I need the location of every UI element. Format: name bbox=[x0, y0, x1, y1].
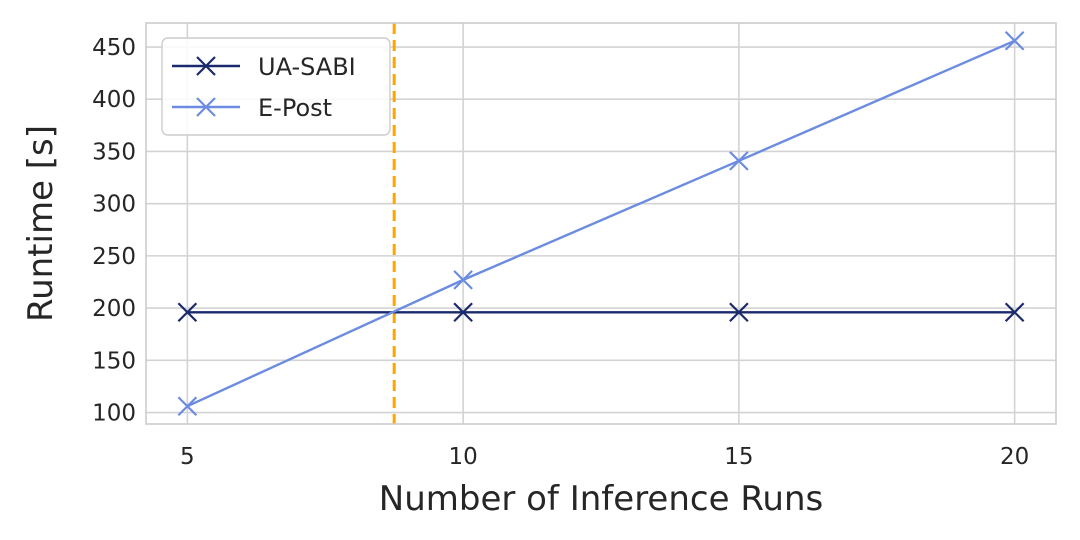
y-axis-title: Runtime [s] bbox=[21, 125, 61, 322]
x-tick-label: 10 bbox=[448, 444, 477, 470]
x-tick-label: 15 bbox=[724, 444, 753, 470]
plot-frame bbox=[145, 22, 1057, 425]
data-point-e-post bbox=[453, 270, 473, 290]
data-point-e-post bbox=[729, 151, 749, 171]
x-axis-title: Number of Inference Runs bbox=[379, 479, 823, 519]
data-point-ua-sabi bbox=[1004, 302, 1025, 323]
data-point-e-post bbox=[177, 396, 198, 417]
y-tick-label: 150 bbox=[92, 348, 136, 374]
data-point-ua-sabi bbox=[453, 302, 473, 323]
legend-box bbox=[161, 37, 391, 136]
series-line-e-post bbox=[186, 39, 1016, 408]
x-tick-label: 5 bbox=[180, 444, 195, 470]
legend-entry-ua-sabi: UA-SABI bbox=[172, 53, 356, 81]
data-point-ua-sabi bbox=[729, 302, 749, 323]
legend-entries: UA-SABI E-Post bbox=[172, 53, 356, 122]
y-tick-label: 100 bbox=[92, 401, 136, 427]
y-tick-label: 250 bbox=[92, 244, 136, 270]
data-point-ua-sabi bbox=[177, 302, 198, 323]
y-tick-label: 200 bbox=[92, 296, 136, 322]
legend: UA-SABI E-Post bbox=[161, 37, 391, 136]
data-point-e-post bbox=[1004, 30, 1025, 51]
y-tick-label: 400 bbox=[92, 87, 136, 113]
legend-marker-ua-sabi bbox=[196, 56, 216, 76]
legend-label-ua-sabi: UA-SABI bbox=[258, 53, 356, 81]
y-tick-label: 300 bbox=[92, 192, 136, 218]
tick-labels: 5 10 15 20 100 150 200 250 300 350 400 450 bbox=[92, 35, 1029, 470]
grid-lines bbox=[146, 23, 1056, 424]
legend-marker-e-post bbox=[196, 97, 216, 117]
legend-entry-e-post: E-Post bbox=[172, 94, 332, 122]
y-tick-label: 450 bbox=[92, 35, 136, 61]
y-tick-label: 350 bbox=[92, 139, 136, 165]
x-tick-label: 20 bbox=[1000, 444, 1029, 470]
legend-label-e-post: E-Post bbox=[258, 94, 332, 122]
series-layer bbox=[177, 30, 1025, 417]
